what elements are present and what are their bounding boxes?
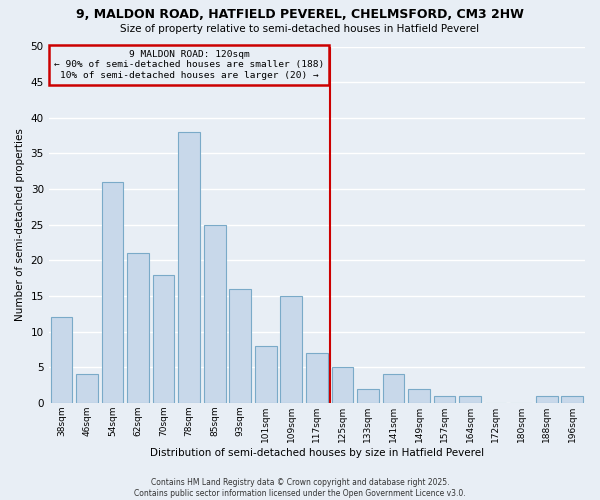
Bar (434, 396, 455, 403)
Text: 9 MALDON ROAD: 120sqm
← 90% of semi-detached houses are smaller (188)
10% of sem: 9 MALDON ROAD: 120sqm ← 90% of semi-deta… (54, 50, 324, 80)
Bar (332, 367, 353, 403)
Bar (536, 396, 557, 403)
Text: Contains HM Land Registry data © Crown copyright and database right 2025.
Contai: Contains HM Land Registry data © Crown c… (134, 478, 466, 498)
Text: Size of property relative to semi-detached houses in Hatfield Peverel: Size of property relative to semi-detach… (121, 24, 479, 34)
Bar (76, 374, 98, 403)
Bar (383, 374, 404, 403)
Bar (255, 346, 277, 403)
Bar (127, 253, 149, 403)
Text: 9, MALDON ROAD, HATFIELD PEVEREL, CHELMSFORD, CM3 2HW: 9, MALDON ROAD, HATFIELD PEVEREL, CHELMS… (76, 8, 524, 20)
Bar (357, 388, 379, 403)
Bar (408, 388, 430, 403)
X-axis label: Distribution of semi-detached houses by size in Hatfield Peverel: Distribution of semi-detached houses by … (150, 448, 484, 458)
Bar (153, 274, 175, 403)
Bar (204, 224, 226, 403)
Bar (562, 396, 583, 403)
Bar (101, 182, 124, 403)
Bar (459, 396, 481, 403)
Bar (280, 296, 302, 403)
Bar (50, 318, 72, 403)
Bar (229, 289, 251, 403)
Bar (178, 132, 200, 403)
Bar (306, 353, 328, 403)
Y-axis label: Number of semi-detached properties: Number of semi-detached properties (15, 128, 25, 321)
